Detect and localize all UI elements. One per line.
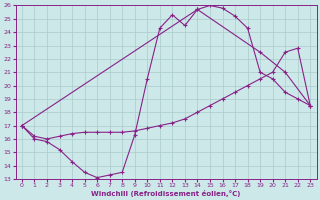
X-axis label: Windchill (Refroidissement éolien,°C): Windchill (Refroidissement éolien,°C) (92, 190, 241, 197)
